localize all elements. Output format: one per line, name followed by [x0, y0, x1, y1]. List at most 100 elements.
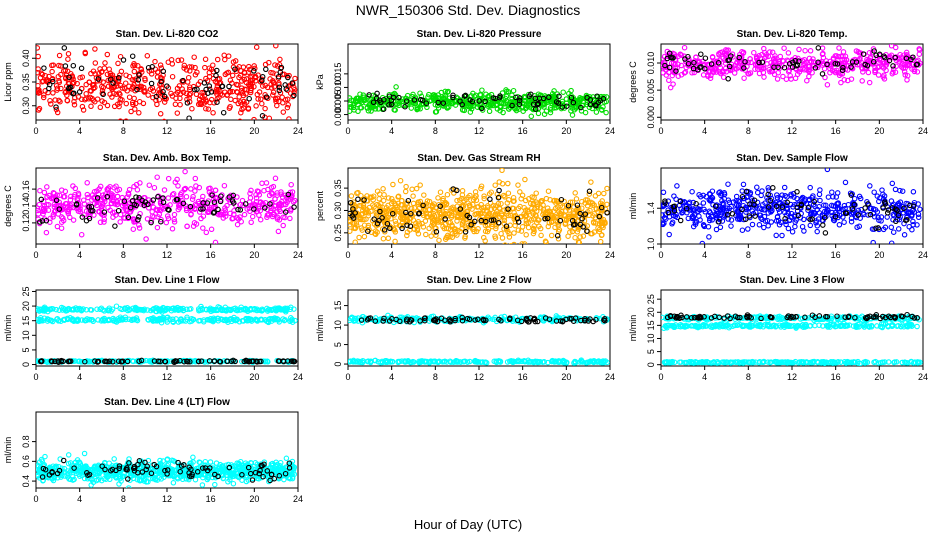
data-point — [392, 229, 399, 235]
data-point — [270, 183, 277, 190]
data-point — [442, 93, 449, 100]
data-point — [506, 234, 513, 240]
data-point — [180, 200, 187, 207]
data-point — [888, 44, 895, 49]
data-point — [78, 65, 85, 72]
data-point — [144, 53, 151, 59]
data-point — [463, 93, 470, 100]
data-point — [866, 50, 873, 56]
data-point — [68, 193, 74, 200]
data-point — [60, 316, 67, 323]
data-point — [66, 84, 72, 91]
data-point — [178, 306, 184, 313]
data-point — [604, 210, 610, 216]
data-point — [115, 75, 122, 81]
data-point — [669, 221, 675, 227]
data-point — [666, 64, 673, 71]
data-point — [191, 54, 197, 60]
data-point — [815, 59, 821, 66]
data-point — [240, 64, 247, 70]
data-point — [136, 194, 142, 201]
data-point — [218, 193, 224, 199]
data-point — [809, 216, 815, 222]
data-point — [411, 205, 418, 211]
x-tick-label: 0 — [345, 126, 350, 136]
data-point — [675, 53, 682, 59]
data-point — [512, 222, 518, 229]
y-tick-label: 1.4 — [646, 202, 656, 215]
data-point — [97, 66, 103, 72]
data-point — [489, 101, 495, 108]
data-point — [666, 231, 672, 238]
data-point — [55, 73, 62, 80]
data-point — [903, 217, 909, 224]
data-point — [592, 102, 599, 108]
data-point — [875, 64, 881, 71]
data-point — [443, 200, 450, 207]
data-point — [80, 306, 86, 312]
data-point — [117, 219, 123, 225]
data-point — [71, 90, 77, 96]
data-point — [201, 80, 208, 86]
data-point — [285, 102, 291, 108]
data-point — [203, 229, 210, 236]
data-point — [170, 305, 177, 311]
data-point — [689, 188, 695, 195]
data-point — [600, 202, 606, 208]
data-point — [282, 214, 288, 221]
data-point — [88, 317, 95, 323]
data-point — [229, 80, 235, 86]
data-point — [577, 234, 583, 240]
data-point — [177, 191, 184, 198]
data-point — [365, 108, 372, 114]
data-point — [865, 61, 872, 68]
data-point — [235, 206, 241, 213]
data-point — [222, 304, 229, 311]
data-point — [252, 78, 259, 84]
data-point — [122, 85, 128, 92]
data-point — [752, 213, 758, 219]
data-point — [832, 53, 839, 59]
panel-title: Stan. Dev. Line 2 Flow — [427, 275, 532, 286]
data-point — [815, 45, 822, 51]
data-point — [191, 126, 195, 130]
data-point — [165, 195, 172, 201]
data-point — [556, 227, 563, 233]
data-point — [813, 220, 819, 226]
data-point — [773, 203, 780, 210]
data-point — [842, 53, 849, 60]
data-point — [176, 83, 183, 89]
data-point — [87, 307, 94, 313]
data-point — [96, 70, 102, 77]
data-point — [467, 97, 473, 103]
data-point — [822, 74, 828, 81]
data-point — [189, 196, 196, 202]
data-point — [83, 81, 89, 88]
points — [348, 84, 610, 120]
data-point — [505, 206, 511, 212]
data-point — [276, 206, 282, 213]
data-point — [548, 232, 555, 239]
data-point — [164, 83, 170, 89]
data-point — [511, 209, 517, 216]
data-point — [222, 71, 229, 78]
data-point — [773, 232, 779, 239]
data-point — [403, 183, 409, 190]
data-point — [601, 190, 607, 197]
data-point — [840, 49, 847, 55]
data-point — [169, 61, 176, 67]
data-point — [838, 79, 844, 86]
data-point — [172, 101, 179, 108]
data-point — [902, 72, 908, 78]
data-point — [282, 82, 288, 88]
data-point — [483, 218, 489, 225]
data-point — [843, 210, 850, 217]
data-point — [84, 180, 90, 186]
data-point — [148, 219, 154, 226]
data-point — [231, 211, 237, 217]
data-point — [672, 213, 679, 220]
data-point — [471, 228, 477, 235]
data-point — [860, 51, 867, 57]
data-point — [37, 219, 43, 225]
data-point — [248, 219, 254, 226]
